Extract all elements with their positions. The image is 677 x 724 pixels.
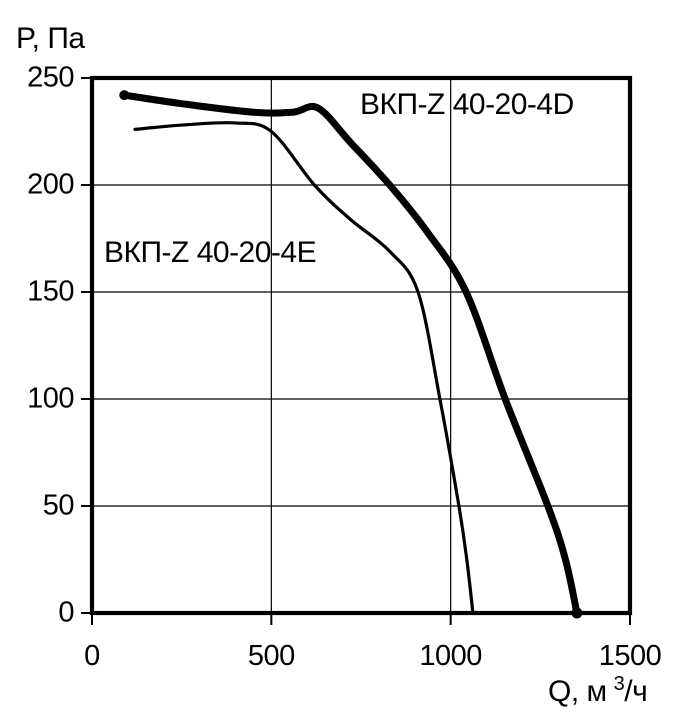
series-label-vkp-z-40-20-4e: ВКП-Z 40-20-4E bbox=[104, 236, 317, 269]
x-axis-title-text: Q, м bbox=[548, 675, 607, 708]
curve-series-1 bbox=[133, 121, 475, 615]
x-tick-label-1500: 1500 bbox=[598, 640, 662, 672]
y-axis-title: P, Па bbox=[16, 22, 85, 55]
plot-border bbox=[89, 75, 633, 616]
series-label-vkp-z-40-20-4d: ВКП-Z 40-20-4D bbox=[360, 88, 574, 121]
curve-series-0 bbox=[120, 91, 581, 617]
curve-end-dot-series-0 bbox=[571, 607, 583, 619]
y-tick-label-200: 200 bbox=[27, 168, 74, 201]
y-tick-label-50: 50 bbox=[42, 489, 75, 522]
y-tick-label-0: 0 bbox=[58, 596, 74, 629]
y-tick-label-150: 150 bbox=[27, 275, 74, 308]
x-tick-label-1000: 1000 bbox=[419, 640, 482, 672]
x-axis-title: Q, м 3/ч bbox=[548, 673, 648, 709]
y-tick-label-100: 100 bbox=[27, 382, 74, 415]
x-axis-title-superscript: 3 bbox=[613, 673, 625, 695]
x-tick-label-0: 0 bbox=[84, 640, 100, 672]
y-tick-label-250: 250 bbox=[27, 61, 74, 94]
x-tick-label-500: 500 bbox=[247, 640, 295, 672]
curve-start-dot-series-0 bbox=[119, 90, 130, 101]
x-axis-title-unit: /ч bbox=[624, 675, 648, 708]
